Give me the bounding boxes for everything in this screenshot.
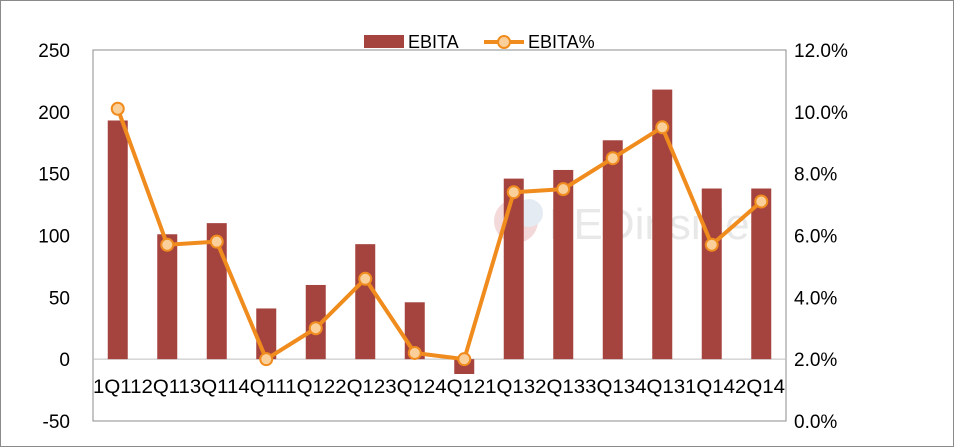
legend-ebita-swatch bbox=[364, 35, 404, 48]
ebita-bar-4q11 bbox=[256, 308, 277, 360]
left-axis-tick-label: -50 bbox=[43, 412, 70, 433]
ebita-bar-1q13 bbox=[503, 178, 524, 360]
legend-ebita-label: EBITA bbox=[408, 32, 459, 52]
ebita-bar-2q11 bbox=[157, 234, 178, 360]
left-axis-tick-label: 250 bbox=[38, 41, 70, 62]
right-axis-tick-label: 6.0% bbox=[794, 227, 837, 248]
ebita-pct-point-3q11 bbox=[209, 234, 224, 249]
category-axis-labels: 1Q112Q113Q114Q111Q122Q123Q124Q121Q132Q13… bbox=[93, 377, 785, 398]
plot-area bbox=[92, 49, 787, 422]
ebita-pct-point-1q13 bbox=[506, 185, 521, 200]
ebita-pct-point-1q14 bbox=[704, 237, 719, 252]
ebita-pct-point-3q13 bbox=[605, 151, 620, 166]
legend-ebita-pct-label: EBITA% bbox=[528, 32, 595, 52]
ebita-bar-2q14 bbox=[751, 188, 772, 360]
ebita-pct-point-4q13 bbox=[655, 120, 670, 135]
ebita-bar-1q11 bbox=[107, 120, 128, 360]
ebita-pct-point-2q14 bbox=[754, 194, 769, 209]
ebita-bar-2q13 bbox=[553, 169, 574, 360]
legend-ebita-pct-marker bbox=[497, 35, 511, 49]
ebita-pct-point-4q12 bbox=[457, 352, 472, 367]
left-axis-tick-label: 100 bbox=[38, 227, 70, 248]
ebita-bars bbox=[107, 89, 772, 375]
ebita-bar-4q13 bbox=[652, 89, 673, 360]
ebita-pct-point-2q11 bbox=[160, 237, 175, 252]
ebita-bar-1q14 bbox=[701, 188, 722, 360]
ebita-bar-2q12 bbox=[355, 244, 376, 360]
ebita-pct-point-4q11 bbox=[259, 352, 274, 367]
right-axis-tick-label: 12.0% bbox=[794, 41, 848, 62]
right-axis-tick-label: 8.0% bbox=[794, 165, 837, 186]
right-axis-ticks: 12.0% 10.0% 8.0% 6.0% 4.0% 2.0% 0.0% bbox=[794, 41, 848, 433]
ebita-pct-point-2q13 bbox=[556, 182, 571, 197]
ebita-pct-point-3q12 bbox=[407, 345, 422, 360]
ebita-pct-series-line bbox=[115, 108, 763, 362]
left-axis-tick-label: 50 bbox=[49, 288, 70, 309]
ebita-bar-3q13 bbox=[602, 140, 623, 360]
right-axis-tick-label: 2.0% bbox=[794, 350, 837, 371]
ebita-pct-line bbox=[110, 101, 769, 367]
right-axis-tick-label: 0.0% bbox=[794, 412, 837, 433]
left-axis-ticks: 250 200 150 100 50 0 -50 bbox=[38, 41, 70, 433]
right-axis-tick-label: 4.0% bbox=[794, 288, 837, 309]
legend: EBITA EBITA% bbox=[364, 32, 595, 52]
ebita-pct-point-2q12 bbox=[358, 271, 373, 286]
ebita-pct-point-1q12 bbox=[308, 321, 323, 336]
left-axis-tick-label: 0 bbox=[59, 350, 70, 371]
ebita-pct-point-1q11 bbox=[110, 101, 125, 116]
left-axis-tick-label: 200 bbox=[38, 103, 70, 124]
left-axis-tick-label: 150 bbox=[38, 165, 70, 186]
right-axis-tick-label: 10.0% bbox=[794, 103, 848, 124]
